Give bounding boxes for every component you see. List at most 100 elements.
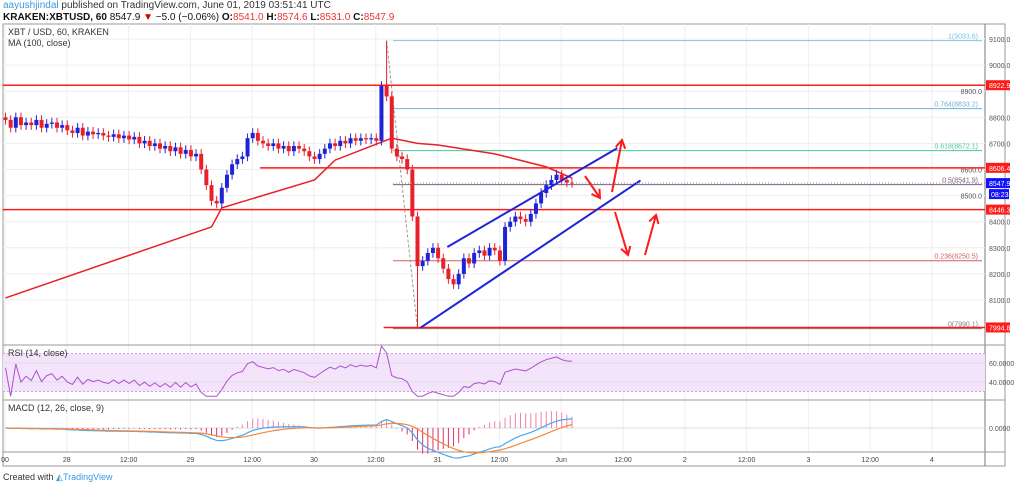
rsi-tick: 60.0000 [989,361,1014,368]
candle-body [487,247,492,256]
x-tick-label: 2 [683,457,687,464]
candle-body [219,187,224,204]
rsi-legend: RSI (14, close) [8,348,68,358]
arrow-icon [591,188,602,200]
candle-body [3,117,8,120]
candle-body [503,226,508,261]
x-tick-label: Jun [556,457,567,464]
candle-body [80,127,85,136]
candle-body [327,143,332,149]
candle-body [384,85,389,97]
candle-body [528,213,533,222]
candle-body [533,203,538,214]
candle-body [266,143,271,147]
candle-body [446,268,451,280]
candle-body [379,85,384,141]
candle-body [302,148,307,152]
x-tick-label: 4 [930,457,934,464]
candle-body [34,119,39,126]
candle-body [394,148,399,157]
candle-body [127,135,132,140]
open-value: 8541.0 [233,12,264,23]
price-badge-label: 8922.9 [989,83,1011,90]
candle-body [297,146,302,149]
candle-body [441,258,446,269]
author-link[interactable]: aayushjindal [3,0,59,11]
x-tick-label: 12:00 [120,457,138,464]
fib-label: 0.618(8672.1) [934,144,978,151]
candle-body [194,153,199,157]
macd-tick: 0.0000 [989,426,1011,433]
down-triangle-icon: ▼ [143,12,153,23]
candle-body [389,96,394,149]
y-tick-label: 8500.0 [961,194,983,201]
candle-body [199,153,204,170]
x-tick-label: 12:00 [614,457,632,464]
candle-body [214,200,219,204]
candle-body [240,156,245,160]
candle-body [436,247,441,259]
candle-body [353,138,358,141]
candle-body [482,250,487,256]
y-tick-label: 8200.0 [989,272,1011,279]
y-tick-label: 9000.0 [989,63,1011,70]
candle-body [29,122,34,126]
candle-body [374,138,379,141]
candle-body [425,253,430,261]
candle-body [158,143,162,149]
candle-body [400,156,405,160]
open-label: O: [221,12,234,23]
arrow-icon [648,213,660,225]
last-price-label: 8547.9 [989,181,1011,188]
candle-body [111,134,116,137]
x-tick-label: 12:00 [243,457,261,464]
candle-body [91,131,96,135]
candle-body [65,125,70,131]
y-tick-label: 8600.0 [961,168,983,175]
high-label: H: [266,12,277,23]
candle-body [451,279,456,285]
price-badge [986,204,1010,215]
low-label: L: [310,12,320,23]
candle-body [142,140,147,144]
candle-body [245,138,250,157]
candle-body [322,148,327,154]
created-with: Created with [3,472,54,482]
x-tick-label: 3 [806,457,810,464]
candle-body [224,174,229,188]
price-badge-label: 8606.4 [989,166,1011,173]
candle-body [518,216,523,220]
fib-label: 1(9093.6) [948,34,978,41]
tradingview-link[interactable]: TradingView [62,472,113,482]
candle-body [96,132,101,135]
candle-body [55,122,59,128]
x-tick-label: 12:00 [491,457,509,464]
publish-text: published on TradingView.com, June 01, 2… [61,0,331,11]
candle-body [85,131,90,136]
close-label: C: [353,12,364,23]
candle-body [204,169,209,186]
y-tick-label: 8800.0 [989,115,1011,122]
publish-info: aayushjindal published on TradingView.co… [3,0,331,11]
candle-body [492,247,497,251]
x-tick-label: 31 [434,457,442,464]
chart-frame [2,23,1006,467]
candle-body [472,253,477,264]
candle-body [250,132,255,139]
candle-body [523,219,528,222]
high-value: 8574.6 [276,12,308,23]
price-badge [986,80,1010,91]
candle-body [271,143,276,147]
y-tick-label: 9100.0 [989,37,1011,44]
candle-body [209,185,214,201]
candle-body [410,169,415,217]
price-badge-label: 7994.8 [989,325,1011,332]
fib-label: 0.236(8250.5) [934,254,978,261]
x-tick-label: 00 [1,457,9,464]
price-badge-label: 8446.3 [989,208,1011,215]
candle-body [137,136,142,144]
candle-body [307,151,312,157]
candle-body [13,117,18,128]
candle-body [477,250,482,254]
